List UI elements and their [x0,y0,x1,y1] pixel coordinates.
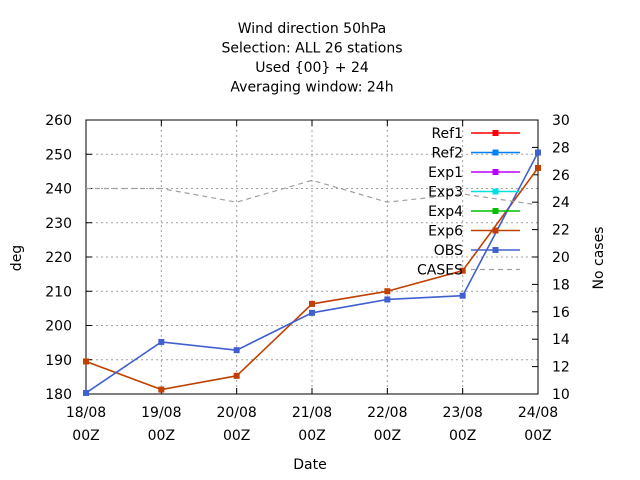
chart-title: Wind direction 50hPa Selection: ALL 26 st… [221,21,402,96]
y2-tick-label: 14 [552,332,570,348]
data-point-exp6 [233,372,240,379]
y-tick-label: 220 [45,250,72,266]
legend-label-exp1: Exp1 [428,165,463,181]
y2-tick-label: 16 [552,305,570,321]
x-tick-label-hour: 00Z [449,428,476,444]
legend-marker-obs [492,247,499,253]
y2-tick-label: 12 [552,360,570,376]
title-line-2: Selection: ALL 26 stations [221,41,402,57]
data-point-exp6 [309,300,315,307]
y-tick-label: 200 [45,319,72,335]
x-axis-label: Date [293,457,326,473]
grid [86,120,538,394]
title-line-1: Wind direction 50hPa [238,21,387,37]
data-point-obs [233,347,240,354]
y-tick-label: 260 [45,113,72,129]
y2-tick-label: 26 [552,168,570,184]
y-tick-label: 240 [45,182,72,198]
y2-tick-label: 10 [552,387,570,403]
legend-label-ref1: Ref1 [431,126,463,142]
y2-tick-label: 28 [552,140,570,156]
legend-marker-ref2 [492,149,499,156]
data-point-exp6 [158,386,165,393]
legend-marker-exp6 [492,227,499,234]
y-tick-label: 230 [45,216,72,232]
legend: Ref1 Ref2 Exp1 Exp3 Exp4 Exp6 OBS CASES [417,126,520,279]
x-tick-label-hour: 00Z [223,428,250,444]
data-point-obs [83,389,89,396]
y2-axis-label: No cases [591,227,607,290]
data-point-obs [459,292,466,299]
x-tick-label-hour: 00Z [148,428,175,444]
series-line-cases [86,179,539,206]
legend-label-exp4: Exp4 [428,204,463,220]
y2-tick-label: 20 [552,250,570,266]
legend-marker-exp1 [492,169,499,175]
x-tick-label: 20/08 [216,405,256,421]
data-point-obs [535,149,541,156]
data-point-exp6 [384,288,391,295]
x-tick-label: 21/08 [292,405,332,421]
y-axis-label: deg [9,245,25,271]
x-tick-label-hour: 00Z [524,428,551,444]
x-tick-label: 18/08 [66,405,106,421]
legend-marker-ref1 [492,130,499,136]
series-layer [83,149,541,396]
title-line-3: Used {00} + 24 [255,60,369,76]
x-tick-label-hour: 00Z [374,428,401,444]
legend-label-exp3: Exp3 [428,185,463,201]
y2-tick-label: 22 [552,223,570,239]
y2-tick-label: 24 [552,195,570,211]
x-tick-label: 22/08 [367,405,407,421]
legend-label-exp6: Exp6 [428,224,463,240]
x-tick-label-hour: 00Z [72,428,99,444]
data-point-obs [309,309,315,316]
legend-marker-exp3 [492,188,499,195]
ticks: 180 190 200 210 220 230 240 250 260 10 12 14 16 18 20 2… [45,113,570,444]
x-tick-label: 23/08 [442,405,482,421]
data-point-exp6 [83,358,89,365]
data-point-exp6 [535,164,541,171]
legend-label-ref2: Ref2 [431,146,463,162]
x-tick-label: 19/08 [141,405,181,421]
y-tick-label: 250 [45,147,72,163]
y-tick-label: 190 [45,353,72,369]
title-line-4: Averaging window: 24h [230,80,393,96]
legend-marker-exp4 [492,208,499,214]
data-point-obs [158,338,165,345]
legend-label-obs: OBS [434,243,463,259]
x-tick-label: 24/08 [518,405,558,421]
y-tick-label: 180 [45,387,72,403]
legend-label-cases: CASES [417,263,463,279]
data-point-exp6 [459,267,466,274]
y2-tick-label: 30 [552,113,570,129]
x-tick-label-hour: 00Z [298,428,325,444]
y2-tick-label: 18 [552,277,570,293]
y-tick-label: 210 [45,284,72,300]
data-point-obs [384,296,391,303]
